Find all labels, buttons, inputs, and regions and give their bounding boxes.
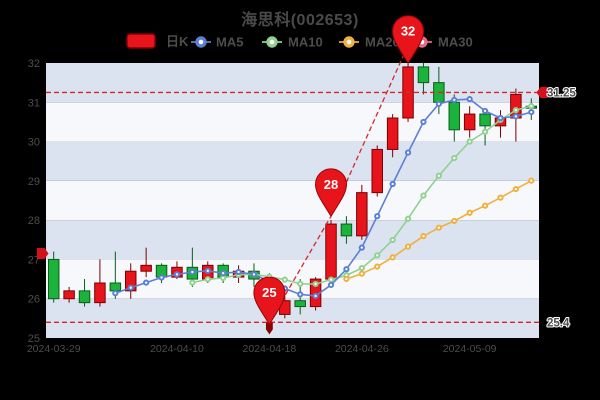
svg-text:日K: 日K <box>166 34 189 49</box>
svg-text:29: 29 <box>28 176 40 188</box>
svg-text:2024-04-26: 2024-04-26 <box>335 343 389 355</box>
svg-text:31: 31 <box>28 97 40 109</box>
svg-text:28: 28 <box>28 215 40 227</box>
svg-text:32: 32 <box>28 58 40 70</box>
svg-text:2024-04-10: 2024-04-10 <box>150 343 204 355</box>
svg-text:25: 25 <box>262 285 276 300</box>
svg-text:MA10: MA10 <box>288 35 323 50</box>
svg-text:MA30: MA30 <box>438 35 473 50</box>
svg-text:2024-04-18: 2024-04-18 <box>243 343 297 355</box>
svg-text:28: 28 <box>324 177 338 192</box>
svg-text:31.25: 31.25 <box>547 87 576 99</box>
svg-text:2024-05-09: 2024-05-09 <box>443 343 497 355</box>
svg-text:MA5: MA5 <box>216 35 243 50</box>
svg-text:32: 32 <box>401 24 415 39</box>
svg-text:25.4: 25.4 <box>547 317 570 329</box>
svg-text:2024-03-29: 2024-03-29 <box>27 343 81 355</box>
svg-text:30: 30 <box>28 137 40 149</box>
svg-text:26: 26 <box>28 294 40 306</box>
